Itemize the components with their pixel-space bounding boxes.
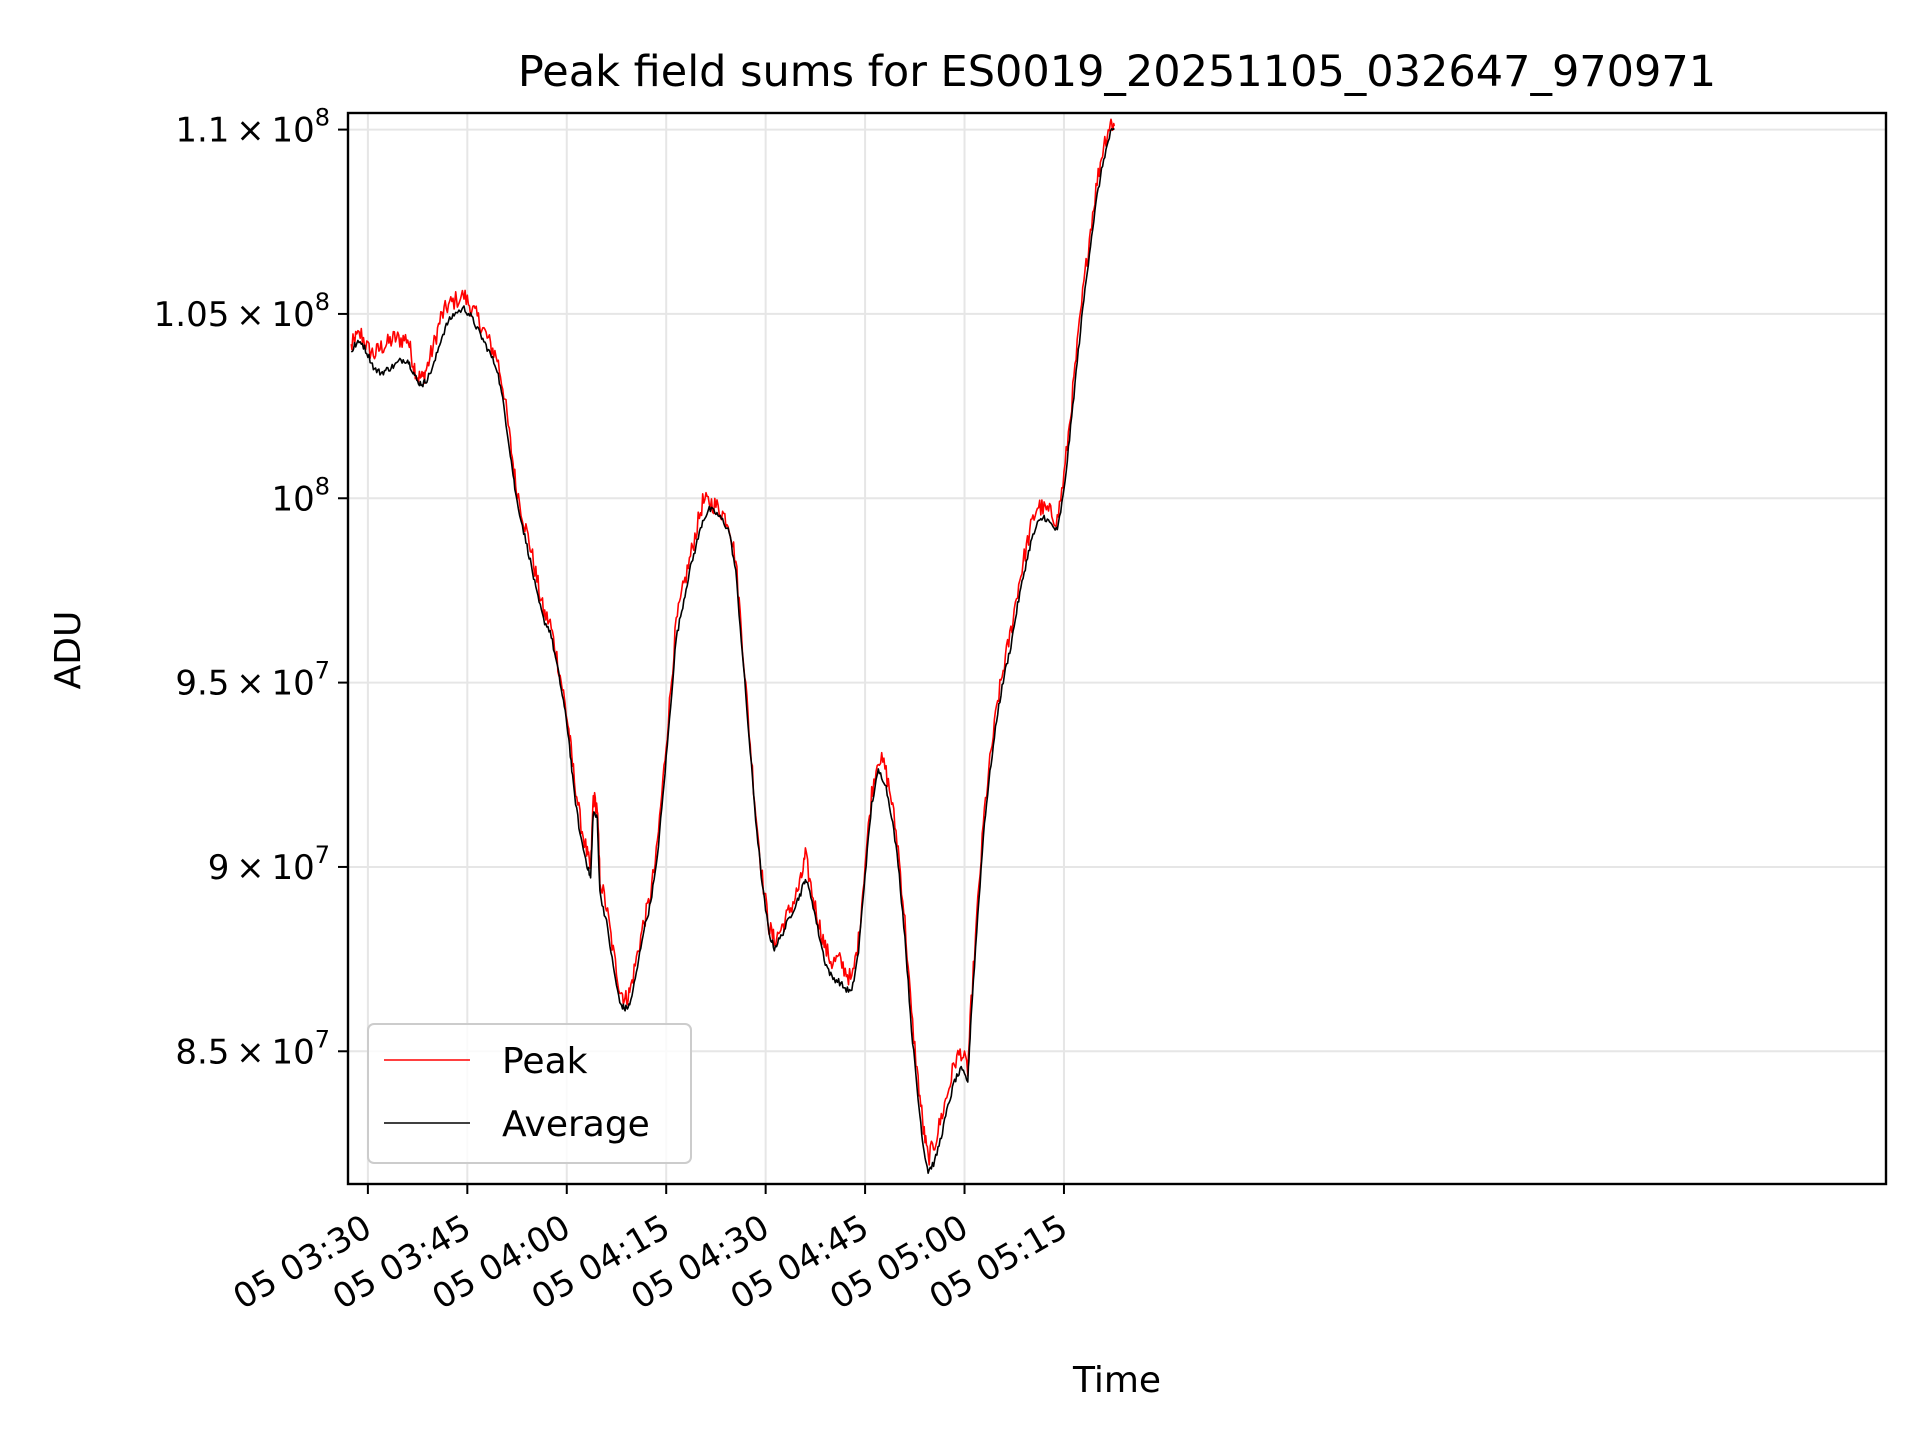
y-tick-label: 1.1 × 108 [175,104,330,151]
series-lines [350,118,1116,1174]
y-tick-label: 9.5 × 107 [175,657,330,704]
y-axis-title: ADU [48,611,89,690]
legend-label-peak: Peak [502,1041,588,1082]
y-tick-label: 9 × 107 [208,841,330,888]
series-line-peak [350,118,1116,1166]
series-line-average [350,128,1115,1174]
x-axis-title: Time [1072,1360,1161,1401]
legend: Peak Average [367,1023,692,1164]
y-tick-label: 1.05 × 108 [154,288,330,335]
y-axis: 8.5 × 107 9 × 107 9.5 × 107 108 1.05 × 108 1.… [154,104,348,1072]
grid [348,113,1886,1184]
plot-frame [346,111,1888,1186]
chart-title: Peak field sums for ES0019_20251105_0326… [518,47,1716,97]
plot-area-background [348,113,1886,1184]
legend-label-average: Average [502,1104,650,1145]
y-tick-label: 108 [271,472,330,519]
y-tick-label: 8.5 × 107 [175,1025,330,1072]
legend-box [367,1023,692,1164]
